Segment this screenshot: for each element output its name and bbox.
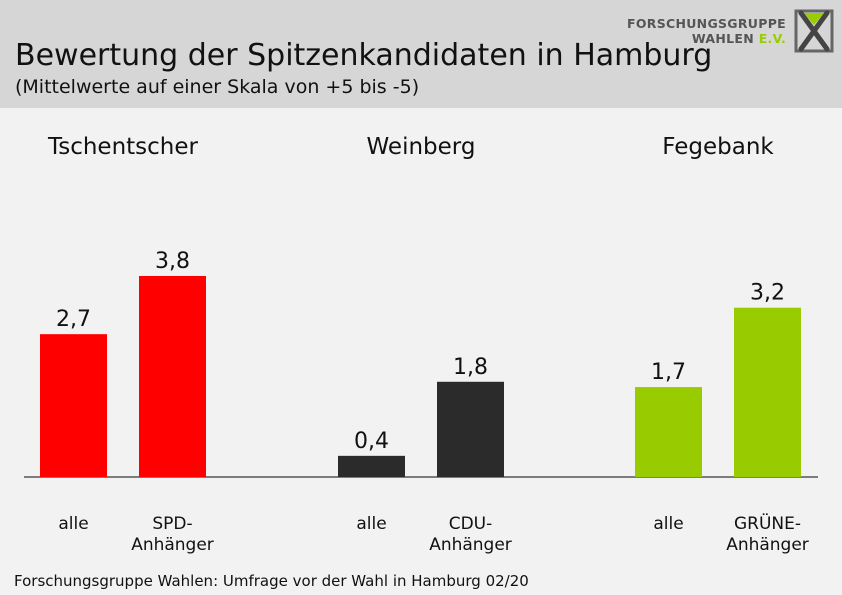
chart-subtitle: (Mittelwerte auf einer Skala von +5 bis … bbox=[15, 76, 420, 98]
publisher-logo: FORSCHUNGSGRUPPE WAHLEN E.V. bbox=[627, 8, 834, 54]
category-label: alle bbox=[356, 514, 386, 534]
bar bbox=[437, 381, 504, 477]
group-label: Tschentscher bbox=[47, 134, 199, 160]
group-label: Weinberg bbox=[367, 134, 476, 160]
data-label: 0,4 bbox=[354, 429, 389, 454]
data-label: 3,2 bbox=[750, 281, 785, 306]
category-label: SPD-Anhänger bbox=[131, 514, 214, 555]
logo-wordmark: FORSCHUNGSGRUPPE WAHLEN E.V. bbox=[627, 16, 786, 46]
category-label: alle bbox=[653, 514, 683, 534]
category-label-line: alle bbox=[58, 514, 88, 534]
logo-line-2-suffix: E.V. bbox=[758, 31, 786, 46]
logo-line-2-main: WAHLEN bbox=[691, 31, 755, 46]
group-label: Fegebank bbox=[662, 134, 774, 160]
source-footer: Forschungsgruppe Wahlen: Umfrage vor der… bbox=[14, 572, 529, 590]
data-label: 3,8 bbox=[155, 249, 190, 274]
bar-chart: Tschentscher2,7alle3,8SPD-AnhängerWeinbe… bbox=[24, 134, 818, 555]
category-label-line: alle bbox=[356, 514, 386, 534]
category-label-line: GRÜNE- bbox=[734, 512, 801, 534]
category-label-line: Anhänger bbox=[726, 535, 809, 555]
category-label: GRÜNE-Anhänger bbox=[726, 512, 809, 555]
category-label-line: SPD- bbox=[152, 514, 192, 534]
logo-line-1: FORSCHUNGSGRUPPE bbox=[627, 16, 786, 31]
ballot-cross-icon bbox=[794, 9, 834, 53]
category-label-line: Anhänger bbox=[429, 535, 512, 555]
category-label-line: Anhänger bbox=[131, 535, 214, 555]
bar bbox=[338, 455, 405, 477]
category-label-line: CDU- bbox=[449, 514, 493, 534]
bar bbox=[734, 307, 801, 477]
header-band: Bewertung der Spitzenkandidaten in Hambu… bbox=[0, 0, 842, 108]
bar bbox=[139, 275, 206, 477]
data-label: 1,7 bbox=[651, 360, 686, 385]
logo-line-2: WAHLEN E.V. bbox=[627, 31, 786, 46]
chart-title: Bewertung der Spitzenkandidaten in Hambu… bbox=[15, 38, 713, 73]
category-label-line: alle bbox=[653, 514, 683, 534]
category-label: CDU-Anhänger bbox=[429, 514, 512, 555]
bar bbox=[40, 334, 107, 477]
data-label: 1,8 bbox=[453, 355, 488, 380]
bar bbox=[635, 387, 702, 477]
data-label: 2,7 bbox=[56, 307, 91, 332]
category-label: alle bbox=[58, 514, 88, 534]
